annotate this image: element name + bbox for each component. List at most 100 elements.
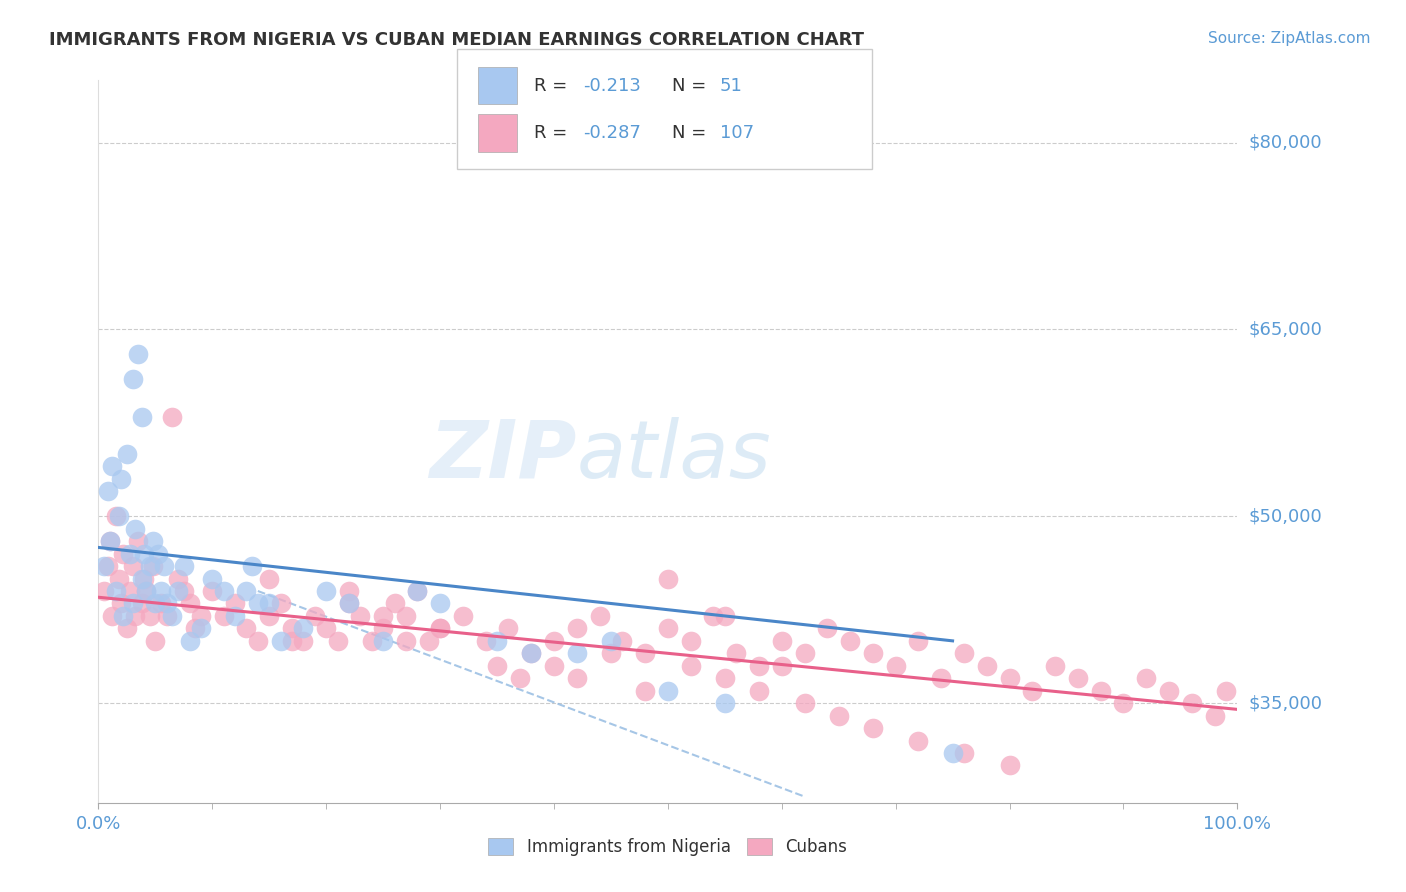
Point xyxy=(371,633,394,648)
Point xyxy=(115,447,138,461)
Point xyxy=(98,534,121,549)
Text: -0.287: -0.287 xyxy=(583,124,641,142)
Point xyxy=(101,609,124,624)
Point xyxy=(748,658,770,673)
Point xyxy=(212,584,235,599)
Point xyxy=(93,559,115,574)
Point xyxy=(657,621,679,635)
Point xyxy=(108,572,131,586)
Point xyxy=(235,584,257,599)
Point xyxy=(110,597,132,611)
Point xyxy=(371,621,394,635)
Point xyxy=(907,733,929,747)
Point xyxy=(929,671,952,685)
Point xyxy=(304,609,326,624)
Point xyxy=(112,609,135,624)
Point xyxy=(124,609,146,624)
Point xyxy=(1215,683,1237,698)
Point xyxy=(131,409,153,424)
Point xyxy=(121,559,143,574)
Point xyxy=(179,597,201,611)
Point xyxy=(246,597,269,611)
Text: $65,000: $65,000 xyxy=(1249,320,1322,338)
Point xyxy=(486,633,509,648)
Point xyxy=(360,633,382,648)
Point xyxy=(349,609,371,624)
Point xyxy=(862,646,884,660)
Text: N =: N = xyxy=(672,77,711,95)
Point xyxy=(1204,708,1226,723)
Point xyxy=(224,609,246,624)
Point xyxy=(942,746,965,760)
Point xyxy=(839,633,862,648)
Point xyxy=(634,683,657,698)
Point xyxy=(998,758,1021,772)
Point xyxy=(259,609,281,624)
Point xyxy=(565,621,588,635)
Text: 107: 107 xyxy=(720,124,754,142)
Point xyxy=(520,646,543,660)
Point xyxy=(131,572,153,586)
Point xyxy=(131,597,153,611)
Point xyxy=(201,584,224,599)
Point xyxy=(429,597,451,611)
Point xyxy=(770,658,793,673)
Point xyxy=(815,621,838,635)
Point xyxy=(714,696,737,710)
Point xyxy=(190,609,212,624)
Text: R =: R = xyxy=(534,124,574,142)
Point xyxy=(259,597,281,611)
Point xyxy=(98,534,121,549)
Point xyxy=(127,534,149,549)
Point xyxy=(429,621,451,635)
Point xyxy=(862,721,884,735)
Point xyxy=(135,584,157,599)
Point xyxy=(96,484,118,499)
Point xyxy=(634,646,657,660)
Point xyxy=(612,633,634,648)
Point xyxy=(520,646,543,660)
Point xyxy=(337,584,360,599)
Point xyxy=(132,547,155,561)
Point xyxy=(828,708,851,723)
Point xyxy=(259,572,281,586)
Text: Source: ZipAtlas.com: Source: ZipAtlas.com xyxy=(1208,31,1371,46)
Point xyxy=(281,633,304,648)
Point xyxy=(998,671,1021,685)
Point xyxy=(292,621,315,635)
Point xyxy=(907,633,929,648)
Point xyxy=(1021,683,1043,698)
Point xyxy=(201,572,224,586)
Point xyxy=(486,658,509,673)
Point xyxy=(162,409,184,424)
Point xyxy=(142,534,165,549)
Point xyxy=(235,621,257,635)
Point xyxy=(270,633,292,648)
Point xyxy=(337,597,360,611)
Point xyxy=(292,633,315,648)
Point xyxy=(179,633,201,648)
Point xyxy=(1135,671,1157,685)
Point xyxy=(173,584,195,599)
Point xyxy=(326,633,349,648)
Point xyxy=(543,633,565,648)
Point xyxy=(138,559,160,574)
Point xyxy=(657,572,679,586)
Text: atlas: atlas xyxy=(576,417,772,495)
Point xyxy=(1090,683,1112,698)
Point xyxy=(224,597,246,611)
Legend: Immigrants from Nigeria, Cubans: Immigrants from Nigeria, Cubans xyxy=(482,831,853,863)
Point xyxy=(793,696,815,710)
Point xyxy=(212,609,235,624)
Text: $80,000: $80,000 xyxy=(1249,134,1322,152)
Point xyxy=(884,658,907,673)
Point xyxy=(93,584,115,599)
Point xyxy=(145,633,167,648)
Point xyxy=(406,584,429,599)
Point xyxy=(162,609,184,624)
Point xyxy=(112,547,135,561)
Point xyxy=(543,658,565,673)
Point xyxy=(240,559,263,574)
Point xyxy=(121,597,143,611)
Point xyxy=(124,522,146,536)
